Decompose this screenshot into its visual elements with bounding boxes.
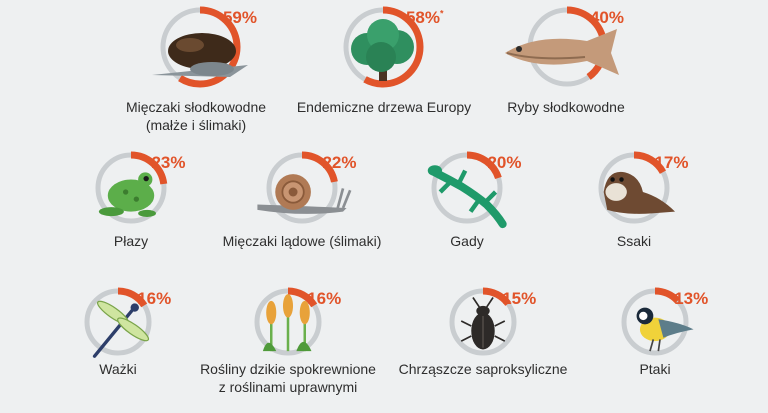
- ring-progress-arc: [448, 287, 518, 357]
- species-group-label: Ryby słodkowodne: [507, 98, 625, 116]
- percent-label: 15%: [502, 289, 536, 309]
- percent-value: 13%: [674, 289, 709, 308]
- percent-label: 58%*: [406, 8, 444, 28]
- ring-chart: [94, 151, 168, 225]
- ring-chart: [505, 6, 619, 88]
- species-group-label: Mięczaki lądowe (ślimaki): [223, 232, 382, 250]
- label-line: Ssaki: [616, 233, 652, 249]
- snail-icon: [257, 174, 352, 214]
- percent-value: 22%: [322, 153, 357, 172]
- percent-value: 16%: [137, 289, 172, 308]
- bird-icon: [636, 307, 694, 352]
- percent-label: 22%: [322, 153, 356, 173]
- species-group-label: Ważki: [99, 360, 137, 378]
- percent-value: 59%: [222, 8, 257, 27]
- ring-chart: [427, 151, 507, 229]
- percent-value: 17%: [654, 153, 689, 172]
- label-line: Endemiczne drzewa Europy: [296, 99, 472, 115]
- label-line: Mięczaki słodkowodne: [125, 99, 267, 115]
- ring-chart: [342, 6, 424, 88]
- label-line: Mięczaki lądowe (ślimaki): [222, 233, 382, 249]
- otter-icon: [603, 171, 676, 214]
- label-line: Płazy: [113, 233, 149, 249]
- species-group-label: Mięczaki słodkowodne (małże i ślimaki): [126, 98, 266, 134]
- species-group-label: Ssaki: [617, 232, 651, 250]
- label-line: Ryby słodkowodne: [507, 99, 625, 115]
- ring-chart: [448, 287, 518, 357]
- percent-value: 20%: [487, 153, 522, 172]
- label-line: Ptaki: [639, 361, 671, 377]
- lizard-icon: [427, 165, 507, 229]
- ring-progress-arc: [342, 6, 424, 88]
- ring-chart: [620, 287, 694, 357]
- percent-label: 40%: [590, 8, 624, 28]
- percent-value: 40%: [589, 8, 624, 27]
- label-line: Gady: [450, 233, 484, 249]
- percent-label: 16%: [307, 289, 341, 309]
- asterisk-note-marker: *: [439, 8, 444, 19]
- percent-label: 16%: [137, 289, 171, 309]
- frog-icon: [98, 172, 156, 217]
- species-group-label: Chrząszcze saproksyliczne: [399, 360, 568, 378]
- ring-chart: [152, 6, 248, 88]
- label-line: (małże i ślimaki): [145, 117, 247, 133]
- dragonfly-icon: [92, 300, 150, 358]
- ring-chart: [597, 151, 676, 225]
- ring-chart: [257, 151, 352, 225]
- ring-progress-arc: [265, 151, 339, 225]
- ring-progress-arc: [620, 287, 690, 357]
- ring-chart: [253, 287, 323, 357]
- tree-icon: [351, 19, 414, 81]
- beetle-icon: [460, 297, 506, 350]
- wheat-icon: [262, 294, 312, 352]
- percent-label: 13%: [674, 289, 708, 309]
- percent-value: 23%: [151, 153, 186, 172]
- ring-progress-arc: [83, 287, 153, 357]
- ring-progress-arc: [94, 151, 168, 225]
- percent-value: 16%: [307, 289, 342, 308]
- species-group-label: Ptaki: [639, 360, 670, 378]
- percent-label: 23%: [151, 153, 185, 173]
- fish-icon: [505, 29, 619, 75]
- label-line: Ważki: [99, 361, 137, 377]
- species-group-label: Rośliny dzikie spokrewnione z roślinami u…: [200, 360, 376, 396]
- percent-label: 59%: [223, 8, 257, 28]
- species-group-label: Gady: [450, 232, 483, 250]
- ring-progress-arc: [159, 6, 241, 88]
- label-line: Rośliny dzikie spokrewnione: [200, 361, 376, 377]
- ring-progress-arc: [253, 287, 323, 357]
- ring-progress-arc: [597, 151, 671, 225]
- percent-value: 58%: [405, 8, 440, 27]
- mussel-icon: [152, 33, 248, 77]
- species-group-label: Płazy: [114, 232, 148, 250]
- percent-label: 17%: [654, 153, 688, 173]
- percent-label: 20%: [487, 153, 521, 173]
- ring-progress-arc: [430, 151, 504, 225]
- label-line: z roślinami uprawnymi: [218, 379, 358, 395]
- percent-value: 15%: [502, 289, 537, 308]
- ring-chart: [83, 287, 153, 358]
- species-group-label: Endemiczne drzewa Europy: [297, 98, 471, 116]
- label-line: Chrząszcze saproksyliczne: [398, 361, 568, 377]
- infographic: 59% Mięczaki słodkowodne (małże i ślimaki)…: [83, 6, 708, 396]
